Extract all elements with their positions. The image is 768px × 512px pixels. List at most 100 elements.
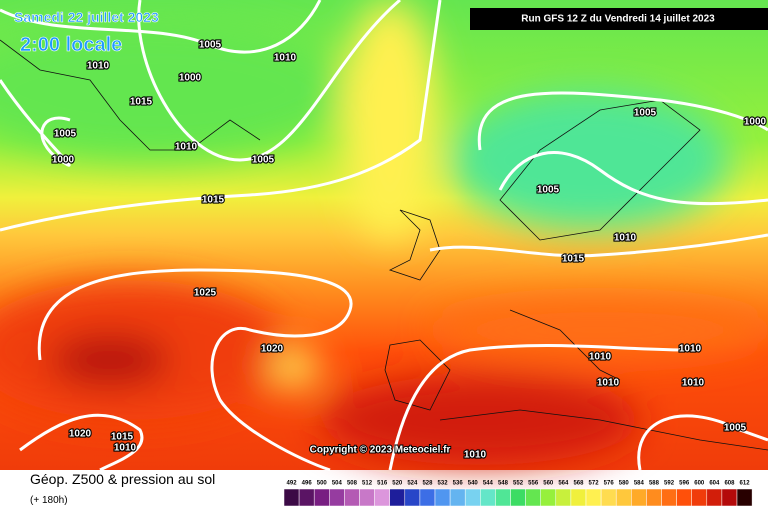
legend-swatch	[480, 488, 496, 507]
isobar-label: 1005	[252, 155, 275, 166]
legend-tick-label: 588	[649, 481, 660, 487]
colorbar: 492 496 500 504 508 512 516 520 524 528 532 536 540 5…	[283, 481, 753, 507]
isobar-label: 1010	[589, 352, 612, 363]
isobar-label: 1005	[724, 423, 747, 434]
legend-tick-label: 532	[438, 481, 449, 487]
legend-swatch	[691, 488, 708, 507]
isobar-label: 1010	[682, 378, 705, 389]
isobar-label: 1015	[130, 97, 153, 108]
legend-tick-label: 504	[332, 481, 343, 487]
isobar-label: 1000	[179, 73, 202, 84]
legend-tick-label: 600	[694, 481, 705, 487]
legend-swatch	[555, 488, 572, 507]
isobar-label: 1010	[274, 53, 297, 64]
legend-tick-label: 492	[287, 481, 298, 487]
run-text: Run GFS 12 Z du Vendredi 14 juillet 2023	[521, 14, 715, 25]
isobar-label: 1025	[194, 288, 217, 299]
isobar-label: 1010	[114, 443, 137, 454]
legend-swatch	[449, 488, 466, 507]
legend-tick-label: 556	[528, 481, 539, 487]
legend-swatch	[721, 488, 738, 507]
isobar-label: 1020	[261, 344, 284, 355]
legend-tick-label: 528	[422, 481, 433, 487]
legend-tick-label: 592	[664, 481, 675, 487]
isobar-label: 1010	[614, 233, 637, 244]
legend-swatch	[661, 488, 677, 507]
legend-tick-label: 576	[604, 481, 615, 487]
legend-tick-label: 540	[468, 481, 479, 487]
isobar-label: 1010	[175, 142, 198, 153]
legend-tick-label: 548	[498, 481, 509, 487]
legend-swatch	[676, 488, 692, 507]
legend-swatch	[298, 488, 315, 507]
legend-tick-label: 584	[634, 481, 645, 487]
legend-swatch	[374, 488, 390, 507]
isobar-label: 1015	[562, 254, 585, 265]
legend-swatch	[389, 488, 406, 507]
legend-tick-label: 596	[679, 481, 690, 487]
legend-tick-label: 560	[543, 481, 554, 487]
legend-swatch	[464, 488, 481, 507]
isobar-label: 1010	[464, 450, 487, 461]
isobar-label: 1015	[111, 432, 134, 443]
legend-tick-label: 524	[407, 481, 418, 487]
isobar-label: 1010	[87, 61, 110, 72]
legend-swatch	[495, 488, 511, 507]
legend-swatch	[313, 488, 330, 507]
legend-swatch	[525, 488, 541, 507]
isobar-label: 1000	[52, 155, 75, 166]
legend-tick-label: 552	[513, 481, 524, 487]
legend-tick-label: 512	[362, 481, 373, 487]
map-field	[0, 0, 768, 470]
legend-swatch	[646, 488, 662, 507]
copyright: Copyright © 2023 Meteociel.fr	[310, 445, 451, 456]
legend-swatch	[585, 488, 602, 507]
isobar-label: 1010	[679, 344, 702, 355]
legend-tick-label: 508	[347, 481, 358, 487]
legend-swatch	[736, 488, 753, 507]
legend-tick-label: 536	[453, 481, 464, 487]
isobar-label: 1005	[537, 185, 560, 196]
legend-tick-label: 572	[589, 481, 600, 487]
isobar-label: 1005	[54, 129, 77, 140]
isobar-label: 1015	[202, 195, 225, 206]
legend-tick-label: 580	[619, 481, 630, 487]
legend-swatch	[359, 488, 375, 507]
run-banner	[470, 8, 768, 30]
legend-swatch	[706, 488, 723, 507]
footer-subtitle: (+ 180h)	[30, 495, 68, 506]
isobar-label: 1010	[597, 378, 620, 389]
legend-tick-label: 500	[317, 481, 328, 487]
isobar-label: 1005	[634, 108, 657, 119]
legend-swatch	[600, 488, 617, 507]
legend-tick-label: 496	[302, 481, 313, 487]
legend-swatch	[540, 488, 557, 507]
legend-swatch	[419, 488, 436, 507]
legend-tick-label: 604	[709, 481, 720, 487]
legend-swatch	[631, 488, 647, 507]
legend-swatch	[344, 488, 360, 507]
isobar-label: 1000	[744, 117, 767, 128]
legend-tick-label: 520	[392, 481, 403, 487]
legend-tick-label: 608	[724, 481, 735, 487]
date-text: Samedi 22 juillet 2023	[14, 9, 159, 25]
coastlines	[0, 39, 768, 451]
legend-tick-label: 612	[740, 481, 751, 487]
legend-tick-label: 544	[483, 481, 494, 487]
legend-swatch	[404, 488, 421, 507]
legend-tick-label: 564	[558, 481, 569, 487]
time-text: 2:00 locale	[20, 34, 122, 56]
legend-swatch	[570, 488, 587, 507]
footer-title: Géop. Z500 & pression au sol	[30, 471, 215, 487]
isobar-label: 1005	[199, 40, 222, 51]
isobars	[0, 0, 768, 470]
legend-swatch	[510, 488, 526, 507]
legend-swatch	[434, 488, 451, 507]
legend-swatch	[329, 488, 345, 507]
isobar-label: 1020	[69, 429, 92, 440]
legend-swatch	[283, 488, 300, 507]
legend-tick-label: 568	[573, 481, 584, 487]
